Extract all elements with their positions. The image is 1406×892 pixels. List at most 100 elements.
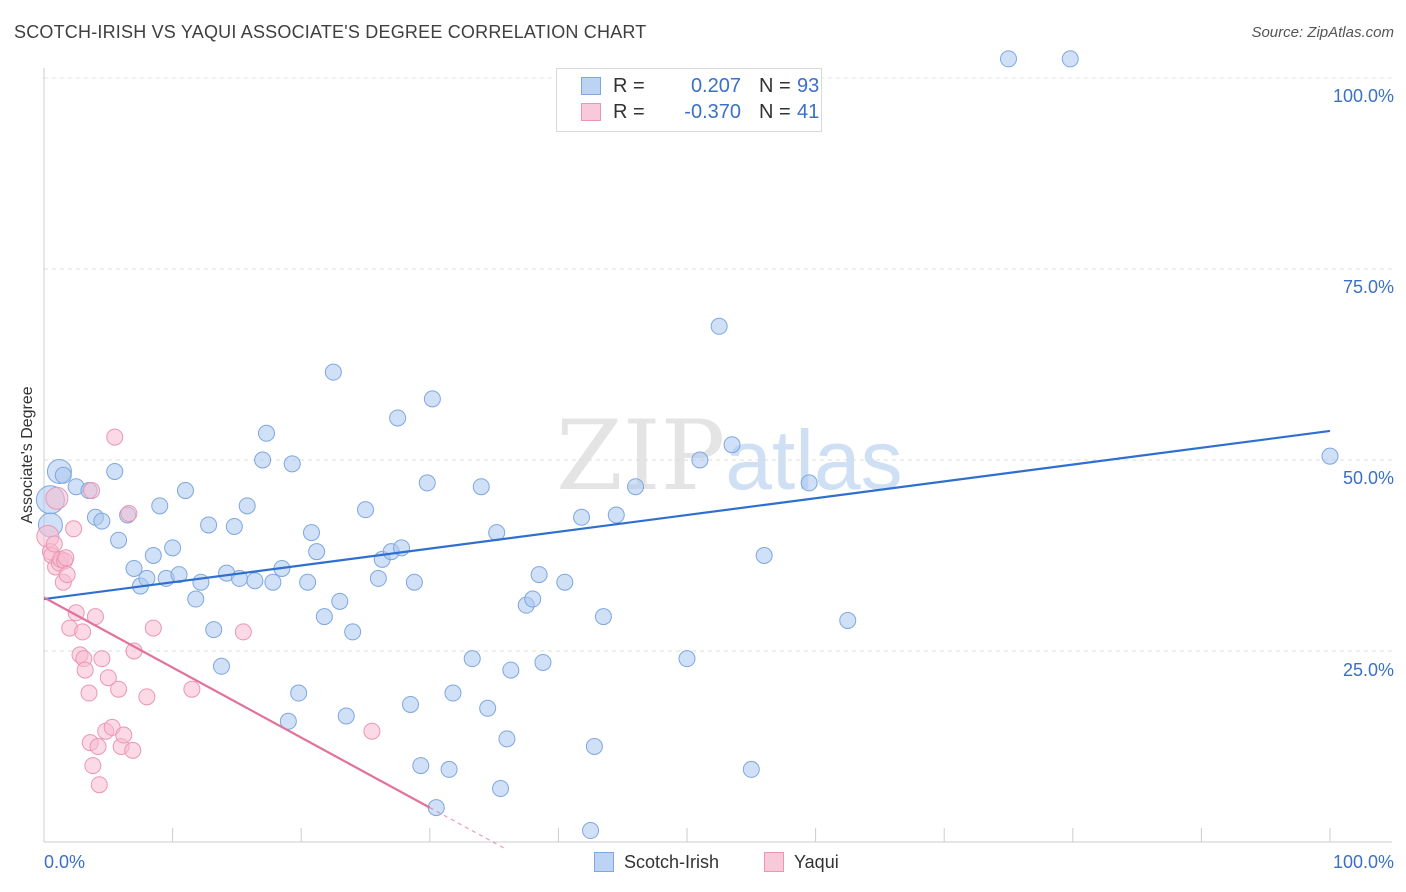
scotch-irish-point [200,516,218,534]
scotch-irish-point [405,573,423,591]
scotch-irish-point [755,547,773,564]
scotch-irish-point [357,501,374,519]
scotch-irish-point [479,699,497,717]
scotch-irish-point [225,517,243,535]
scotch-irish-point [369,569,387,587]
x-tick-label: 100.0% [1332,852,1394,872]
scotch-irish-point [691,451,709,469]
yaqui-point [76,661,94,679]
yaqui-point [80,684,98,702]
legend: R = 0.207 N = 93 R = -0.370 N = 41 [556,68,822,132]
bottom-legend-label: Scotch-Irish [624,852,720,872]
bottom-legend-swatch-blue [594,852,614,872]
source-label: Source: ZipAtlas.com [1251,24,1394,41]
legend-r-value: 0.207 [690,75,741,97]
scotch-irish-point [556,573,574,591]
scotch-irish-point [246,572,264,590]
scotch-irish-point [212,657,230,675]
scotch-irish-point [582,822,600,840]
x-tick-label: 0.0% [44,852,86,872]
yaqui-point [183,680,201,698]
scotch-irish-point [585,738,603,755]
y-tick-label: 50.0% [1342,468,1394,488]
scotch-irish-point [254,451,272,469]
yaqui-point [110,680,128,698]
scotch-irish-point [472,478,490,496]
bottom-legend-label: Yaqui [794,852,839,872]
bottom-legend-scotch-irish: Scotch-Irish [594,852,719,873]
scotch-irish-point [678,650,696,668]
scotch-irish-point [594,608,612,626]
yaqui-point [138,688,156,706]
yaqui-point [89,738,107,755]
scotch-irish-point [93,512,111,530]
legend-r-label: R = [613,101,645,123]
legend-r-label: R = [613,75,645,97]
scotch-irish-point [723,436,741,454]
yaqui-point [120,504,138,522]
yaqui-point [58,566,76,584]
scotch-irish-point [440,760,458,778]
yaqui-point [144,619,162,637]
legend-r-value: -0.370 [684,101,741,123]
scotch-irish-point [290,684,308,702]
scotch-irish-point [402,695,420,713]
scotch-irish-point [110,531,128,549]
scotch-irish-point [627,478,645,496]
yaqui-point [363,722,381,740]
yaqui-point [124,741,142,759]
scotch-irish-point [54,466,72,484]
legend-n-label: N = [759,101,791,123]
scotch-irish-point [607,506,625,524]
scotch-irish-point [800,474,818,492]
scotch-irish-point [187,590,205,608]
scotch-irish-point [492,780,510,798]
y-tick-label: 25.0% [1342,660,1394,680]
yaqui-point [83,482,101,500]
scotch-irish-point [524,590,542,608]
scotch-irish-point [170,566,188,584]
legend-n-label: N = [759,75,791,97]
scotch-irish-point [192,573,210,591]
scotch-irish-point [283,455,301,473]
scotch-irish-point [279,712,297,730]
scotch-irish-point [257,424,275,442]
yaqui-point [234,623,252,641]
yaqui-point [74,623,92,641]
scotch-irish-point [308,543,326,561]
scotch-irish-point [302,524,320,542]
legend-n-value: 93 [797,75,820,97]
scotch-irish-point [498,730,516,748]
scotch-irish-point [331,592,349,610]
yaqui-point [90,776,108,794]
yaqui-point [45,486,69,510]
scotch-irish-point [418,474,436,492]
scotch-irish-point [125,559,143,577]
scotch-irish-point [444,684,462,702]
scotch-irish-point [534,653,552,671]
scotch-irish-point [164,539,182,557]
scotch-irish-point [144,547,162,564]
scotch-irish-point [205,621,223,639]
yaqui-point [115,726,133,744]
scotch-irish-point [176,482,194,500]
scotch-irish-point [1321,447,1339,465]
yaqui-point [57,549,75,567]
scotch-irish-point [1000,50,1017,68]
legend-n-value: 41 [797,101,820,123]
scotch-irish-point [412,757,430,775]
scotch-irish-point [151,497,169,515]
yaqui-point [65,520,83,538]
yaqui-trend-extension [429,807,508,851]
yaqui-point [106,428,124,446]
scotch-irish-point [344,623,362,641]
scotch-irish-point [423,390,441,408]
y-tick-label: 75.0% [1342,277,1394,297]
scotch-irish-point [1061,50,1079,68]
yaqui-point [99,669,117,687]
bottom-legend-yaqui: Yaqui [764,852,839,873]
chart-title: SCOTCH-IRISH VS YAQUI ASSOCIATE'S DEGREE… [14,22,647,42]
y-tick-label: 100.0% [1332,86,1394,106]
scotch-irish-point [337,707,355,725]
